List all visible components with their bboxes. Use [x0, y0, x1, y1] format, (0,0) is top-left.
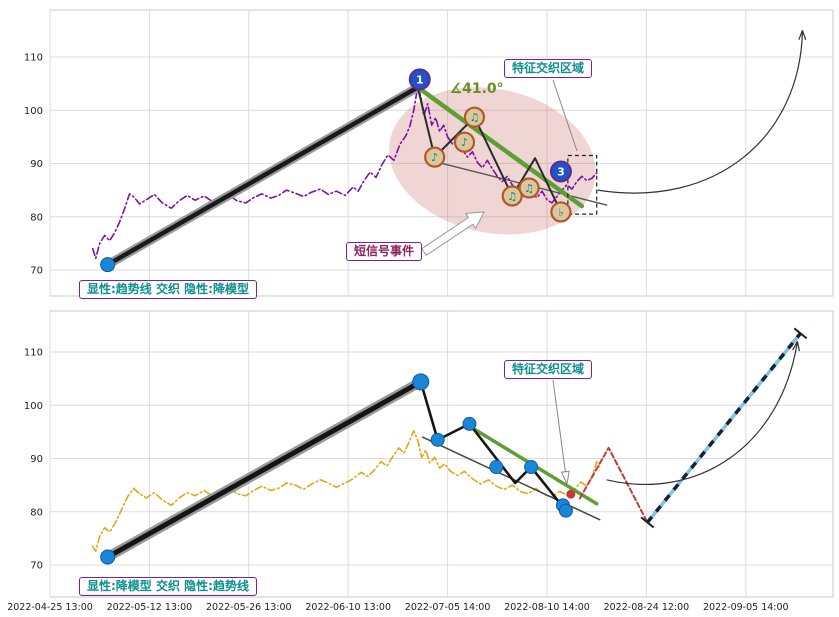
line-cap — [793, 327, 808, 340]
y-tick-label: 90 — [30, 454, 43, 465]
series-trend-green — [415, 85, 585, 209]
angle-annotation: ∡41.0° — [450, 81, 504, 97]
x-tick-label: 2022-04-25 13:00 — [7, 602, 93, 613]
point-marker — [100, 257, 116, 273]
callout-arrow — [421, 211, 485, 257]
signal-dot — [566, 489, 576, 499]
annotation-leader-line — [552, 379, 568, 485]
note-icon: ♪ — [431, 151, 438, 164]
series-model-zigzag — [419, 380, 568, 512]
y-tick-label: 110 — [24, 53, 43, 64]
legend-top: 显性:趋势线 交织 隐性:降模型 — [79, 280, 257, 299]
line-cap — [640, 516, 655, 529]
series-price — [91, 430, 602, 552]
x-tick-label: 2022-06-10 13:00 — [305, 602, 391, 613]
numbered-badge — [549, 160, 572, 183]
point-marker — [100, 549, 116, 565]
note-icon: ♫ — [507, 190, 517, 203]
legend-bottom: 显性:降模型 交织 隐性:趋势线 — [79, 577, 257, 596]
point-marker — [430, 432, 445, 447]
x-tick-label: 2022-07-05 14:00 — [405, 602, 491, 613]
series-trend-up — [105, 85, 421, 267]
projection-curve-arrow — [597, 30, 804, 194]
feature-region-rect — [567, 154, 598, 215]
arrowhead — [796, 341, 800, 352]
note-icon: ♪ — [461, 136, 468, 149]
rise-dashed-line-overlay — [646, 332, 802, 524]
point-marker — [462, 416, 477, 431]
note-marker — [463, 106, 486, 128]
series-channel — [427, 159, 608, 206]
y-tick-label: 100 — [24, 106, 43, 117]
leader-arrowhead — [560, 470, 570, 486]
annotation-feature-weave-region-top: 特征交织区域 — [504, 59, 593, 78]
note-marker — [501, 185, 523, 207]
note-marker — [424, 146, 446, 168]
note-marker — [518, 177, 540, 199]
note-icon: ♭ — [558, 206, 563, 219]
badge-label: 1 — [416, 73, 424, 86]
note-marker — [453, 131, 476, 153]
arrowhead — [798, 30, 804, 40]
point-marker — [558, 503, 573, 518]
series-red-zigzag — [578, 446, 649, 524]
x-tick-label: 2022-05-12 13:00 — [107, 602, 193, 613]
x-tick-label: 2022-08-24 12:00 — [604, 602, 690, 613]
y-tick-label: 110 — [24, 348, 43, 359]
projection-curve-arrow — [606, 341, 799, 485]
annotation-leader-line — [552, 79, 578, 152]
badge-label: 3 — [557, 165, 565, 178]
plot-area — [49, 310, 834, 598]
arrowhead — [792, 341, 799, 351]
highlight-ellipse — [389, 87, 596, 235]
numbered-badge — [408, 68, 431, 91]
y-tick-label: 80 — [30, 507, 43, 518]
arrowhead — [801, 30, 807, 41]
x-tick-label: 2022-08-10 14:00 — [504, 602, 590, 613]
series-model-zigzag — [416, 86, 562, 213]
y-tick-label: 100 — [24, 401, 43, 412]
note-icon: ♫ — [524, 182, 534, 195]
x-tick-label: 2022-05-26 13:00 — [206, 602, 292, 613]
point-marker — [524, 460, 539, 475]
note-marker — [550, 201, 572, 223]
annotation-short-signal-event: 短信号事件 — [346, 242, 423, 261]
annotation-feature-weave-region-bottom: 特征交织区域 — [504, 360, 593, 379]
y-tick-label: 90 — [30, 159, 43, 170]
note-icon: ♫ — [470, 111, 480, 124]
y-tick-label: 80 — [30, 212, 43, 223]
point-marker — [412, 373, 430, 391]
point-marker — [489, 460, 504, 475]
x-tick-label: 2022-09-05 14:00 — [703, 602, 789, 613]
series-trend-up — [105, 379, 424, 560]
y-tick-label: 70 — [30, 266, 43, 277]
bottom-chart: 2022-04-25 13:00 2022-05-12 13:00 2022-05-… — [7, 310, 834, 613]
y-tick-label: 70 — [30, 561, 43, 572]
